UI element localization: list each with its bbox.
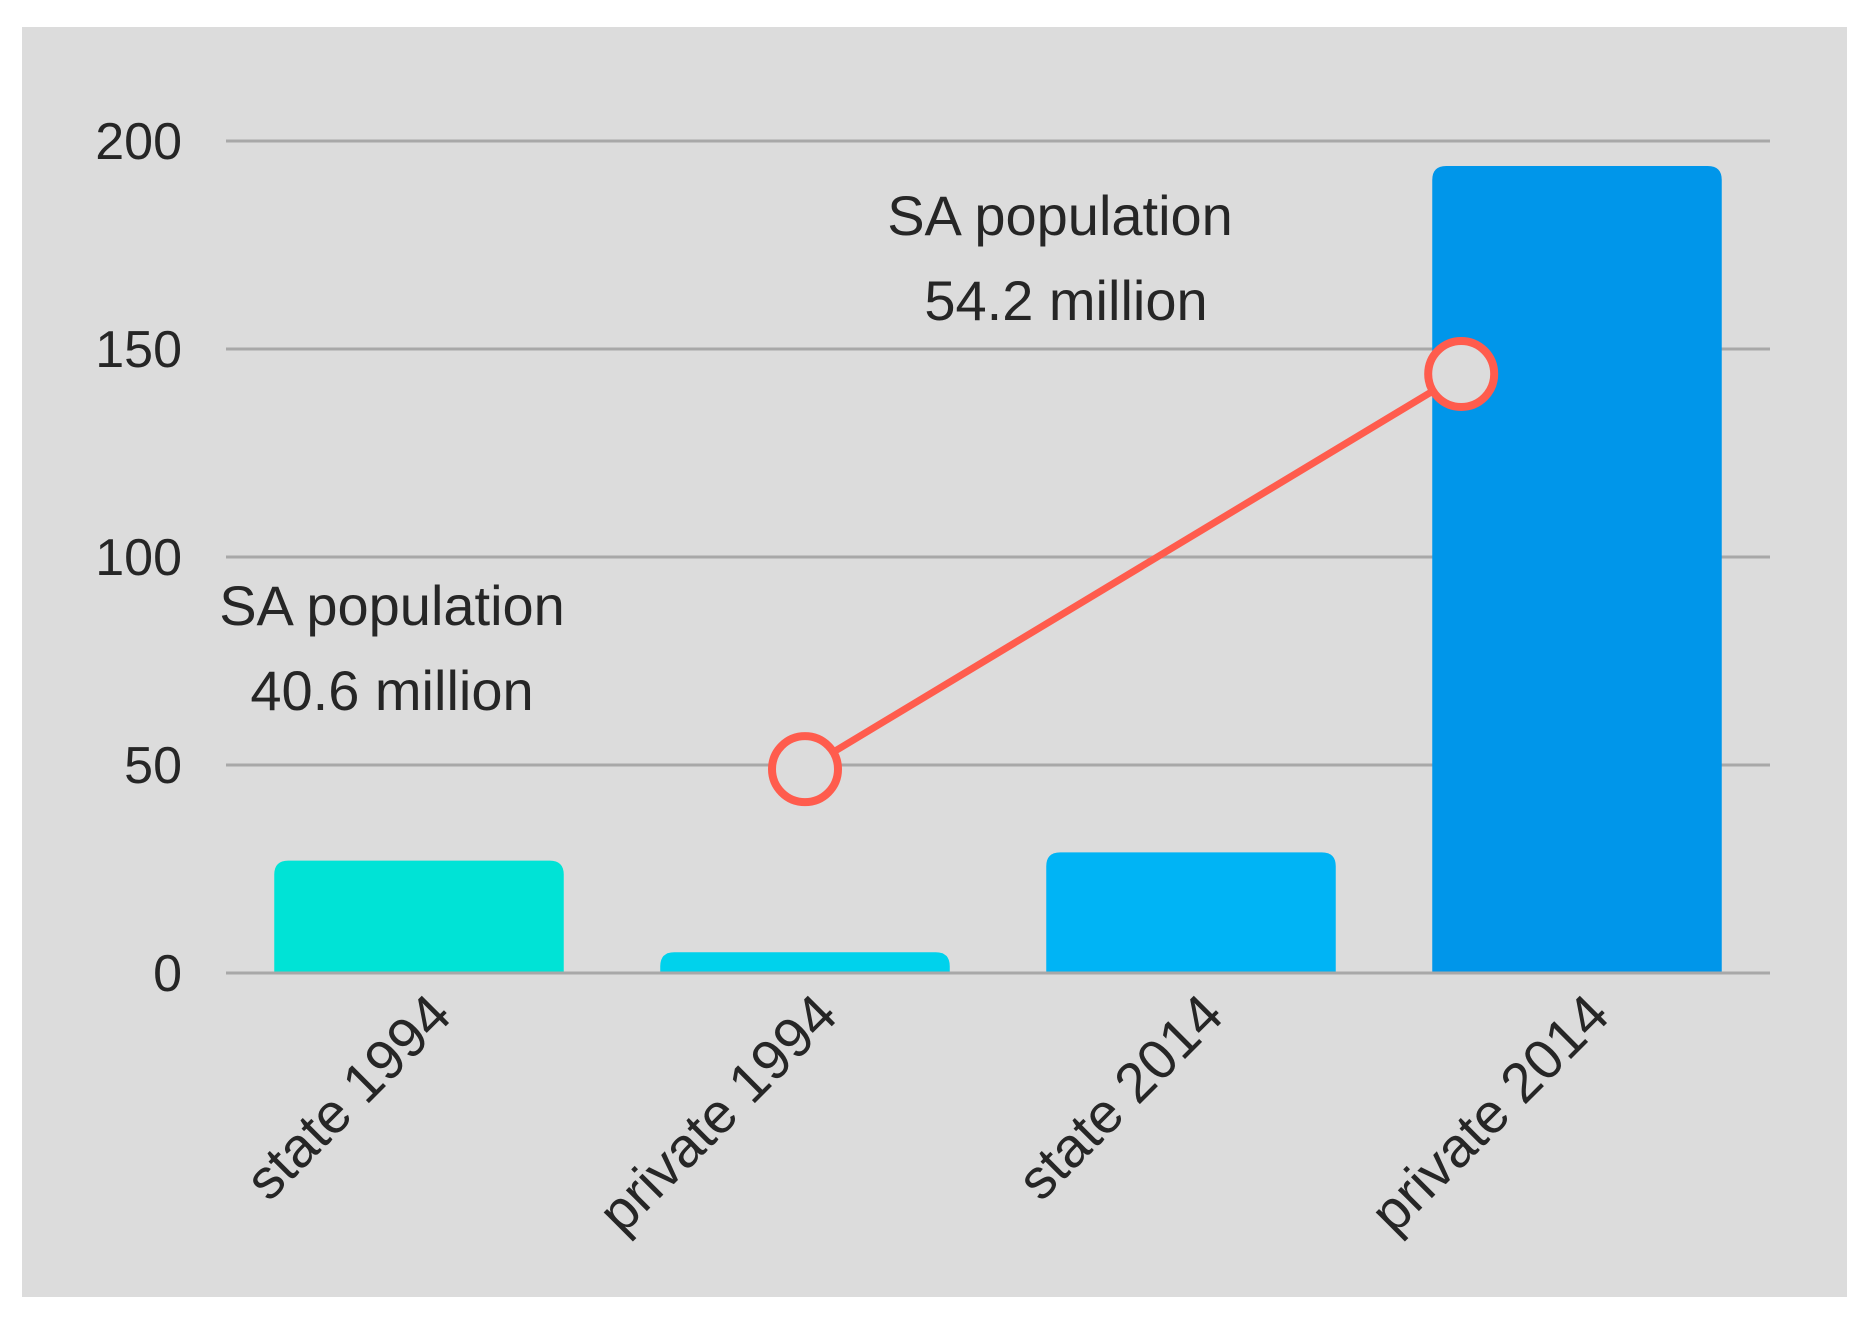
bar-private-2014 [1432,165,1722,973]
population-line [768,336,1499,807]
annotations: SA population 40.6 million SA population… [219,184,1233,722]
y-tick-label-0: 0 [153,945,182,1003]
annotation-2014-line1: SA population [887,184,1233,247]
y-tick-label-150: 150 [95,321,182,379]
y-tick-label-100: 100 [95,529,182,587]
population-line-segment [803,370,1464,773]
bar-state-2014 [1046,852,1336,973]
bar-private-1994 [660,952,950,973]
bar-state-1994 [274,860,564,973]
population-point-2 [1424,336,1499,411]
y-tick-label-200: 200 [95,113,182,171]
annotation-1994-line2: 40.6 million [250,659,533,722]
y-axis-ticks: 0 50 100 150 200 [95,113,182,1003]
y-tick-label-50: 50 [124,737,182,795]
annotation-2014-line2: 54.2 million [924,269,1207,332]
bars [274,165,1722,973]
population-point-1 [768,732,842,807]
annotation-1994-line1: SA population [219,574,565,637]
